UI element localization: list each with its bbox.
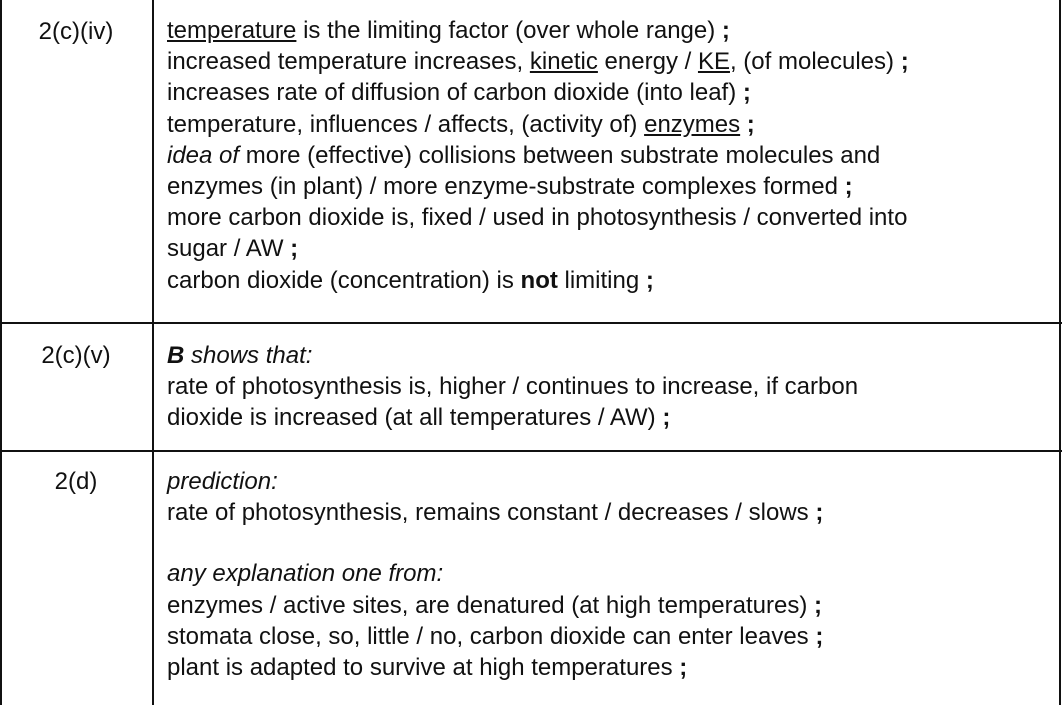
- spacer: [167, 528, 1047, 558]
- row-divider: [0, 322, 1062, 324]
- answer-cell: temperature is the limiting factor (over…: [167, 15, 1047, 296]
- question-number: 2(d): [54, 468, 98, 495]
- underlined-term: kinetic: [529, 48, 598, 76]
- answer-lead: B shows that:: [167, 340, 1047, 371]
- answer-line: more carbon dioxide is, fixed / used in …: [167, 204, 908, 232]
- answer-line: stomata close, so, little / no, carbon d…: [167, 622, 824, 650]
- answer-line: enzymes (in plant) / more enzyme-substra…: [167, 172, 853, 200]
- answer-line: enzymes / active sites, are denatured (a…: [167, 591, 822, 619]
- italic-phrase: prediction:: [167, 468, 278, 495]
- italic-phrase: shows that:: [184, 342, 313, 369]
- answer-lead: prediction:: [167, 466, 1047, 497]
- row-divider: [0, 450, 1062, 452]
- italic-phrase: idea of: [167, 141, 240, 169]
- answer-line: plant is adapted to survive at high temp…: [167, 653, 688, 681]
- bold-term: not: [520, 266, 558, 294]
- answer-line: temperature, influences / affects, (acti…: [167, 110, 755, 138]
- answer-line: sugar / AW ;: [167, 235, 299, 263]
- underlined-term: temperature: [167, 17, 297, 44]
- table-border-right: [1059, 0, 1061, 705]
- question-number: 2(c)(iv): [38, 18, 114, 45]
- answer-line: carbon dioxide (concentration) is not li…: [167, 266, 654, 294]
- answer-line: idea of more (effective) collisions betw…: [167, 141, 881, 169]
- answer-line: rate of photosynthesis is, higher / cont…: [167, 373, 859, 401]
- answer-line: dioxide is increased (at all temperature…: [167, 404, 671, 432]
- answer-line: increased temperature increases, kinetic…: [167, 48, 909, 76]
- answer-line: increases rate of diffusion of carbon di…: [167, 79, 751, 107]
- table-border-left: [0, 0, 2, 705]
- answer-line: rate of photosynthesis, remains constant…: [167, 499, 824, 527]
- answer-lead: any explanation one from:: [167, 558, 1047, 589]
- underlined-term: enzymes: [644, 110, 741, 138]
- answer-cell: prediction: rate of photosynthesis, rema…: [167, 466, 1047, 683]
- underlined-term: KE: [697, 48, 730, 76]
- answer-line: temperature is the limiting factor (over…: [167, 17, 730, 44]
- question-number: 2(c)(v): [41, 342, 111, 369]
- italic-phrase: any explanation one from:: [167, 560, 444, 588]
- answer-cell: B shows that: rate of photosynthesis is,…: [167, 340, 1047, 434]
- column-divider: [152, 0, 154, 705]
- bold-italic-label: B: [167, 342, 185, 369]
